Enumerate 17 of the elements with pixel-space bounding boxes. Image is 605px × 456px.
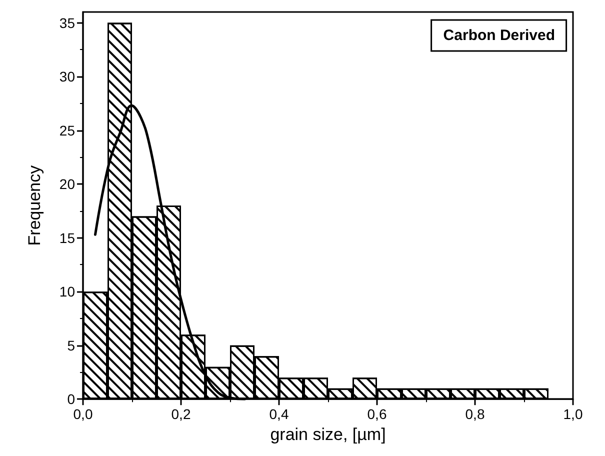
y-tick-label: 0 [67, 391, 76, 408]
x-tick-label: 0,8 [465, 406, 485, 422]
y-tick-label: 15 [59, 230, 76, 246]
y-tick-label: 35 [59, 14, 76, 31]
y-tick-label: 25 [59, 122, 76, 138]
x-tick-label: 0,0 [73, 406, 93, 422]
x-tick-label: 0,4 [269, 406, 289, 422]
text: Carbon Derived [443, 27, 556, 44]
y-axis-title: Frequency [25, 164, 44, 246]
x-tick-label: 0,2 [171, 406, 191, 422]
y-tick-label: 30 [59, 68, 76, 85]
x-tick-label: 0,6 [367, 406, 387, 422]
y-tick-label: 5 [67, 337, 76, 354]
x-tick-label: 1,0 [563, 406, 583, 422]
x-axis-title: grain size, [µm] [270, 425, 386, 444]
y-tick-label: 20 [59, 176, 76, 192]
y-tick-label: 10 [59, 284, 76, 300]
